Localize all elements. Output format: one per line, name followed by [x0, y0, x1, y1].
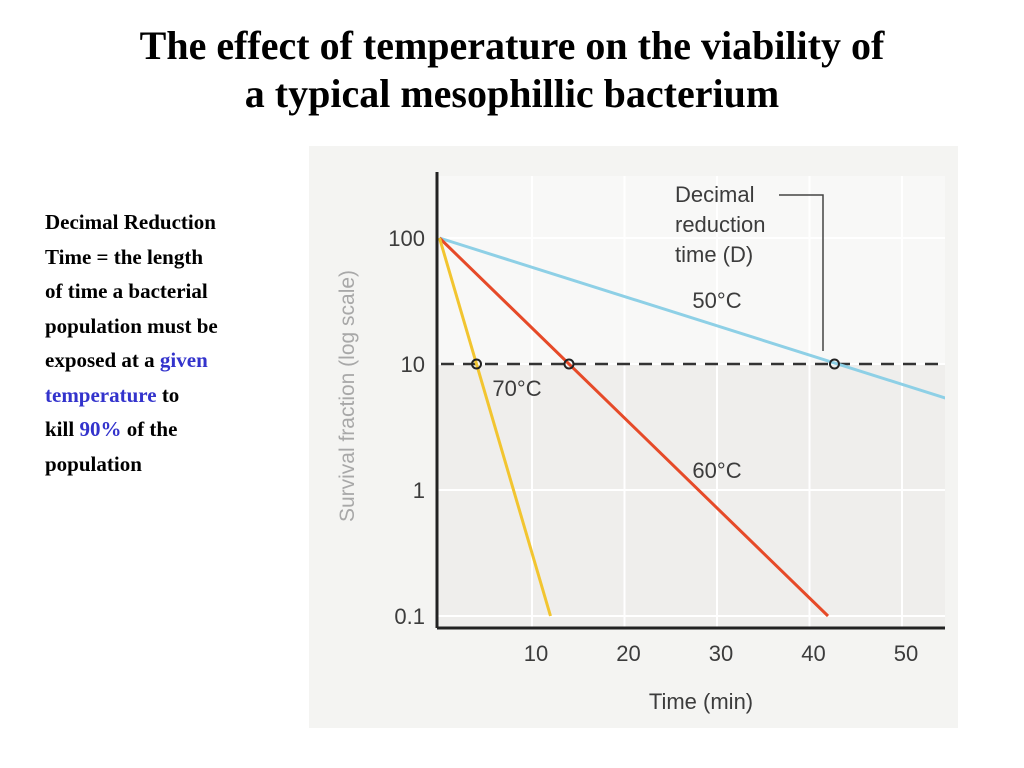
definition-text: kill	[45, 417, 80, 441]
y-tick-label: 1	[413, 478, 425, 503]
series-line-70c	[438, 237, 552, 617]
definition-line-5: exposed at a given	[45, 343, 295, 378]
y-tick-label: 100	[388, 226, 425, 251]
title-line-2: a typical mesophillic bacterium	[244, 71, 780, 116]
y-tick-label: 0.1	[394, 604, 425, 629]
highlight-given: given	[159, 348, 208, 372]
slide-title: The effect of temperature on the viabili…	[0, 22, 1024, 118]
series-label: 70°C	[492, 376, 541, 401]
survival-chart-panel: 10 20 30 40 50 0.1 1 10 100 Time (min) Survival fr…	[309, 146, 958, 728]
plot-area-lower	[437, 364, 945, 628]
definition-text: to	[156, 382, 180, 407]
definition-line-2: Time = the length	[45, 244, 203, 269]
highlight-temperature: temperature	[45, 382, 157, 407]
annotation-line: Decimal	[675, 182, 754, 207]
decimal-reduction-definition: Decimal Reduction Time = the length of t…	[45, 205, 295, 481]
definition-line-4: population must be	[45, 313, 218, 338]
decimal-reduction-annotation: Decimal reduction time (D)	[675, 182, 824, 351]
reference-marker	[563, 358, 575, 370]
definition-line-8: population	[45, 451, 142, 476]
title-line-1: The effect of temperature on the viabili…	[139, 23, 885, 68]
annotation-line: reduction	[675, 212, 766, 237]
series-group	[438, 236, 945, 618]
series-label: 60°C	[692, 458, 741, 483]
definition-text: of the	[121, 417, 178, 441]
series-label: 50°C	[692, 288, 741, 313]
x-tick-label: 10	[524, 641, 548, 666]
definition-line-1: Decimal Reduction	[45, 210, 216, 234]
x-tick-label: 40	[801, 641, 825, 666]
x-axis-title: Time (min)	[649, 689, 753, 714]
reference-marker	[828, 358, 840, 370]
annotation-bracket	[779, 194, 824, 351]
definition-line-3: of time a bacterial	[45, 279, 208, 303]
annotation-line: time (D)	[675, 242, 753, 267]
x-tick-label: 20	[616, 641, 640, 666]
x-tick-label: 30	[709, 641, 733, 666]
series-line-50c	[439, 236, 945, 400]
survival-chart: 10 20 30 40 50 0.1 1 10 100 Time (min) Survival fr…	[309, 146, 958, 728]
definition-line-6: temperature to	[45, 378, 295, 413]
series-line-60c	[438, 236, 830, 618]
reference-marker	[471, 358, 482, 370]
definition-text: exposed at a	[45, 348, 160, 372]
highlight-90-percent: 90%	[79, 417, 122, 441]
x-tick-label: 50	[894, 641, 918, 666]
y-tick-label: 10	[401, 352, 425, 377]
definition-line-7: kill 90% of the	[45, 412, 295, 447]
y-axis-title: Survival fraction (log scale)	[336, 270, 359, 522]
